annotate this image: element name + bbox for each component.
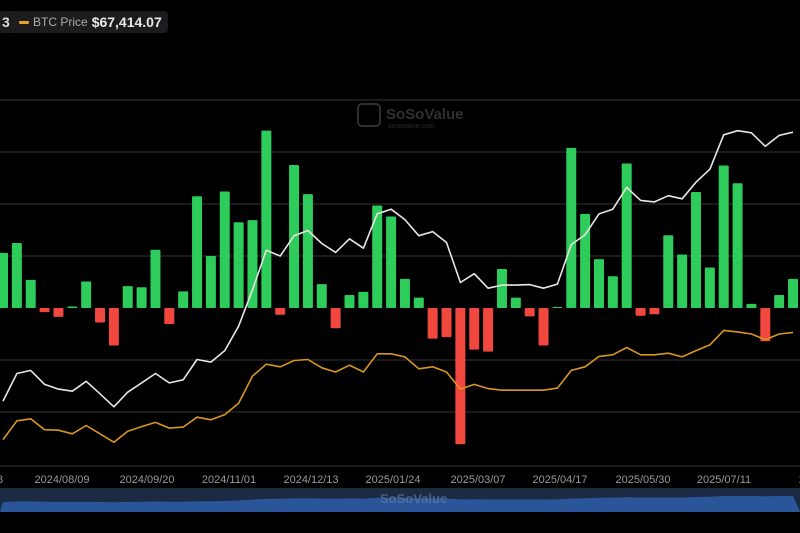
bars xyxy=(0,130,799,445)
lines xyxy=(2,129,794,443)
outflow-bar xyxy=(455,308,466,445)
navigator-watermark: SoSoValue xyxy=(380,491,447,506)
inflow-bar xyxy=(663,235,674,308)
x-tick-labels: 8 2024/08/09 2024/09/20 2024/11/01 2024/12/1… xyxy=(0,474,800,486)
btc-price-value: $67,414.07 xyxy=(91,14,162,30)
inflow-bar xyxy=(691,192,701,308)
navigator-area xyxy=(0,495,800,512)
inflow-bar xyxy=(413,297,424,308)
inflow-bar xyxy=(593,259,604,308)
outflow-bar xyxy=(427,308,438,339)
x-tick-label: 2025/01/24 xyxy=(365,474,420,486)
inflow-bar xyxy=(25,279,36,308)
inflow-bar xyxy=(358,291,369,308)
outflow-bar xyxy=(108,308,119,346)
watermark-brand: SoSoValue xyxy=(386,106,464,123)
x-tick-label: 2025/05/30 xyxy=(615,474,670,486)
inflow-bar xyxy=(774,295,785,308)
outflow-bar xyxy=(469,308,480,350)
legend-btc-price: BTC Price $67,414.07 xyxy=(13,11,168,33)
white-line-series xyxy=(2,129,794,408)
inflow-bar xyxy=(566,147,577,308)
x-tick-label: 2024/08/09 xyxy=(34,474,89,486)
inflow-bar xyxy=(552,306,563,308)
inflow-bar xyxy=(205,256,216,308)
outflow-bar xyxy=(330,308,341,329)
inflow-bar xyxy=(247,220,258,308)
inflow-bar xyxy=(11,243,22,308)
inflow-bar xyxy=(372,205,383,308)
inflow-bar xyxy=(677,254,688,308)
inflow-bar xyxy=(399,278,410,308)
inflow-bar xyxy=(510,297,521,308)
outflow-bar xyxy=(39,308,50,313)
inflow-bar xyxy=(316,284,327,308)
btc-price-line xyxy=(2,329,794,443)
btc-price-swatch xyxy=(19,20,29,24)
x-tick-label: 202 xyxy=(799,474,800,486)
x-tick-label: 2024/12/13 xyxy=(283,474,338,486)
inflow-bar xyxy=(67,306,78,308)
navigator[interactable]: SoSoValue xyxy=(0,488,800,512)
watermark-logo-icon xyxy=(357,103,381,127)
inflow-bar xyxy=(0,252,8,308)
inflow-bar xyxy=(788,278,799,308)
inflow-bar xyxy=(718,165,729,308)
outflow-bar xyxy=(649,308,660,315)
inflow-bar xyxy=(386,216,397,308)
inflow-bar xyxy=(136,287,147,308)
inflow-bar xyxy=(150,249,161,308)
inflow-bar xyxy=(496,269,507,308)
outflow-bar xyxy=(524,308,535,317)
x-tick-label: 2025/03/07 xyxy=(450,474,505,486)
inflow-bar xyxy=(302,194,313,308)
inflow-bar xyxy=(233,222,244,308)
inflow-bar xyxy=(219,191,230,308)
x-tick-label: 2024/11/01 xyxy=(202,474,256,486)
outflow-bar xyxy=(164,308,175,325)
inflow-bar xyxy=(261,130,272,308)
inflow-bar xyxy=(344,295,355,308)
outflow-bar xyxy=(53,308,64,317)
inflow-bar xyxy=(732,183,743,308)
outflow-bar xyxy=(483,308,494,352)
inflow-bar xyxy=(607,276,618,308)
inflow-bar xyxy=(746,303,757,308)
inflow-bar xyxy=(704,267,715,308)
watermark-site: sosovalue.com xyxy=(388,123,435,130)
btc-price-label: BTC Price xyxy=(33,15,88,29)
outflow-bar xyxy=(95,308,106,323)
legend-cut-value: 3 xyxy=(2,14,10,30)
x-tick-label: 2025/04/17 xyxy=(532,474,587,486)
x-tick-label: 2025/07/11 xyxy=(697,474,751,486)
outflow-bar xyxy=(441,308,452,338)
inflow-bar xyxy=(192,196,203,308)
outflow-bar xyxy=(635,308,646,316)
x-tick-label: 2024/09/20 xyxy=(119,474,174,486)
outflow-bar xyxy=(275,308,286,315)
watermark: SoSoValue sosovalue.com xyxy=(357,103,464,130)
x-tick-label: 8 xyxy=(0,474,3,486)
inflow-bar xyxy=(178,291,189,308)
outflow-bar xyxy=(760,308,771,342)
outflow-bar xyxy=(538,308,549,346)
inflow-bar xyxy=(621,163,632,308)
inflow-bar xyxy=(81,281,92,308)
inflow-bar xyxy=(122,286,133,308)
